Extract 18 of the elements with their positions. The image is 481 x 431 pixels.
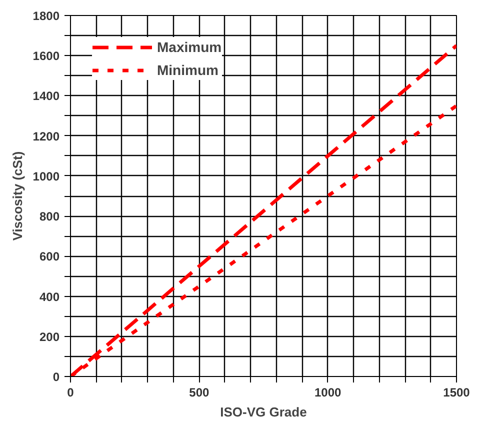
legend-label: Minimum	[157, 62, 218, 78]
x-tick-label: 1000	[314, 386, 342, 400]
y-tick-label: 0	[52, 370, 60, 384]
y-tick-label: 800	[39, 210, 60, 224]
x-tick-label: 500	[189, 386, 210, 400]
legend-label: Maximum	[157, 39, 222, 55]
y-tick-label: 1200	[32, 129, 60, 144]
y-axis-title: Viscosity (cSt)	[10, 151, 25, 241]
y-tick-label: 1400	[32, 89, 60, 104]
y-tick-label: 400	[39, 290, 60, 304]
y-tick-label: 1800	[32, 9, 60, 23]
y-tick-label: 200	[39, 330, 60, 344]
x-axis-title: ISO-VG Grade	[220, 404, 307, 420]
x-tick-label: 1500	[443, 386, 470, 400]
y-tick-label: 1600	[32, 49, 60, 64]
y-tick-label: 1000	[32, 169, 60, 184]
y-tick-label: 600	[39, 250, 60, 264]
x-tick-label: 0	[67, 386, 74, 400]
